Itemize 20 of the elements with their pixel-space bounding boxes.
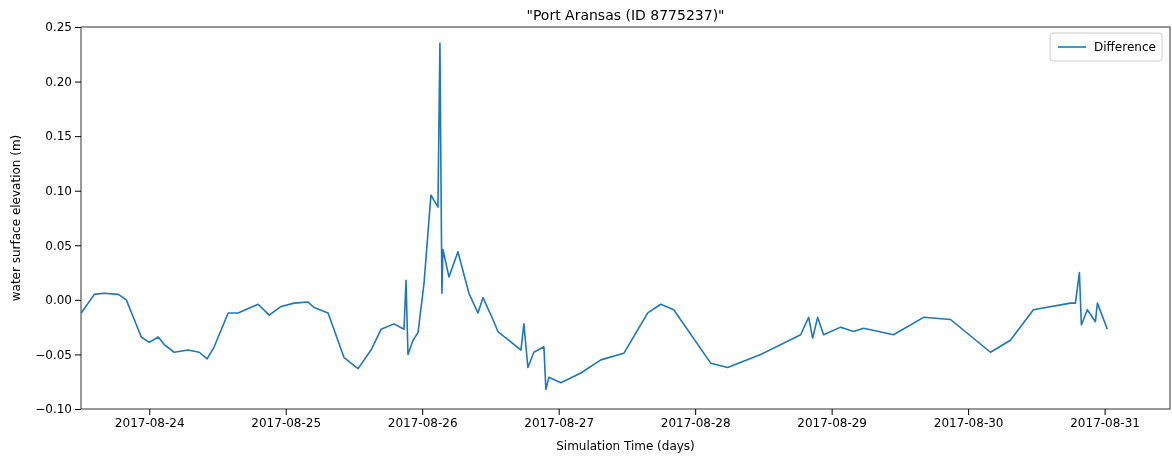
y-tick-label: 0.10 <box>45 184 72 199</box>
legend-label: Difference <box>1094 40 1156 54</box>
y-tick-label: 0.05 <box>45 238 72 253</box>
x-axis-title: Simulation Time (days) <box>556 439 695 453</box>
x-tick-label: 2017-08-25 <box>251 415 322 430</box>
x-tick-label: 2017-08-30 <box>933 415 1004 430</box>
y-tick-label: 0.25 <box>45 20 72 35</box>
x-tick-label: 2017-08-29 <box>797 415 868 430</box>
y-tick-label: 0.00 <box>45 293 72 308</box>
x-tick-label: 2017-08-24 <box>114 415 185 430</box>
x-tick-label: 2017-08-27 <box>524 415 595 430</box>
x-tick-label: 2017-08-26 <box>387 415 458 430</box>
x-tick-label: 2017-08-28 <box>660 415 731 430</box>
y-tick-label: 0.15 <box>45 129 72 144</box>
x-tick-label: 2017-08-31 <box>1070 415 1140 430</box>
y-axis-title: water surface elevation (m) <box>9 134 23 302</box>
chart-title: "Port Aransas (ID 8775237)" <box>526 7 725 23</box>
y-tick-label: −0.05 <box>35 347 72 362</box>
y-tick-label: 0.20 <box>45 74 72 89</box>
y-tick-label: −0.10 <box>35 402 72 417</box>
